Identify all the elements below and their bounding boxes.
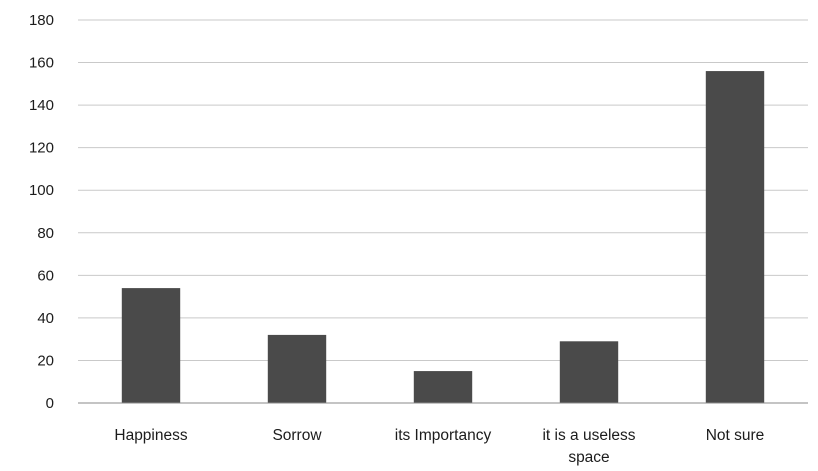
x-category-label-4-line-0: Not sure bbox=[706, 427, 765, 444]
x-axis-category-labels: Happiness Sorrow its Importancy it is a use… bbox=[114, 427, 764, 466]
x-category-label-2: its Importancy bbox=[395, 427, 492, 444]
y-axis-tick-labels: 0 20 40 60 80 100 120 140 160 180 bbox=[29, 12, 54, 412]
x-category-label-0-line-0: Happiness bbox=[114, 427, 187, 444]
y-tick-label-160: 160 bbox=[29, 55, 54, 72]
bar-0 bbox=[121, 288, 181, 403]
x-category-label-0: Happiness bbox=[114, 427, 187, 444]
y-tick-label-180: 180 bbox=[29, 12, 54, 29]
y-tick-label-0: 0 bbox=[46, 395, 54, 412]
y-tick-label-80: 80 bbox=[37, 225, 54, 242]
x-category-label-3: it is a useless space bbox=[542, 427, 635, 466]
x-category-label-1-line-0: Sorrow bbox=[272, 427, 322, 444]
x-category-label-2-line-0: its Importancy bbox=[395, 427, 492, 444]
gridlines bbox=[78, 19, 808, 361]
bar-3 bbox=[559, 341, 619, 403]
bars bbox=[121, 71, 765, 404]
y-tick-label-40: 40 bbox=[37, 310, 54, 327]
y-tick-label-100: 100 bbox=[29, 182, 54, 199]
bar-1 bbox=[267, 334, 327, 403]
bar-2 bbox=[413, 371, 473, 403]
x-category-label-4: Not sure bbox=[706, 427, 765, 444]
y-tick-label-20: 20 bbox=[37, 352, 54, 369]
y-tick-label-140: 140 bbox=[29, 97, 54, 114]
x-category-label-3-line-0: it is a useless bbox=[542, 427, 635, 444]
x-category-label-3-line-1: space bbox=[568, 449, 609, 466]
y-tick-label-60: 60 bbox=[37, 267, 54, 284]
x-category-label-1: Sorrow bbox=[272, 427, 322, 444]
y-tick-label-120: 120 bbox=[29, 140, 54, 157]
bar-4 bbox=[705, 71, 765, 404]
